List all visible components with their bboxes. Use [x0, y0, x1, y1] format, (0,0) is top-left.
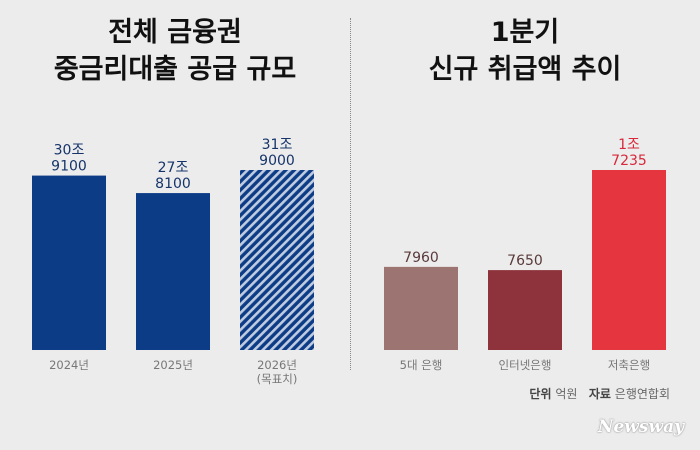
data-label-0-2-1: 9000	[259, 153, 295, 169]
data-label-1-0-0: 7960	[403, 250, 439, 266]
left-title-line-1: 전체 금융권	[108, 17, 242, 48]
unit-value: 억원	[555, 387, 578, 401]
bar-1-2	[592, 170, 666, 350]
source-key: 자료	[588, 387, 611, 401]
bar-0-0	[32, 175, 106, 350]
category-label-0-0-0: 2024년	[49, 358, 89, 372]
left-chart-title: 전체 금융권 중금리대출 공급 규모	[0, 14, 350, 88]
category-label-1-0-0: 5대 은행	[400, 358, 443, 372]
source-note: 단위 억원 자료 은행연합회	[529, 385, 670, 402]
category-label-1-1-0: 인터넷은행	[499, 358, 552, 372]
data-label-0-0-0: 30조	[54, 143, 85, 159]
data-label-0-0-1: 9100	[51, 159, 87, 175]
category-label-1-2-0: 저축은행	[608, 358, 650, 372]
right-title-line-1: 1분기	[490, 17, 560, 48]
data-label-1-2-1: 7235	[611, 153, 647, 169]
newsway-logo: Newsway	[597, 417, 684, 437]
category-label-0-2-1: (목표치)	[257, 372, 298, 386]
category-label-0-2-0: 2026년	[257, 358, 297, 372]
source-value: 은행연합회	[614, 387, 670, 401]
bar-0-1	[136, 193, 210, 350]
category-label-0-1-0: 2025년	[153, 358, 193, 372]
unit-key: 단위	[529, 387, 552, 401]
right-title-line-2: 신규 취급액 추이	[428, 54, 622, 85]
data-label-0-2-0: 31조	[262, 137, 293, 153]
data-label-0-1-1: 8100	[155, 176, 191, 192]
data-label-0-1-0: 27조	[158, 160, 189, 176]
bar-1-1	[488, 270, 562, 350]
data-label-1-2-0: 1조	[618, 137, 640, 153]
bar-0-2	[240, 170, 314, 350]
data-label-1-1-0: 7650	[507, 253, 543, 269]
left-title-line-2: 중금리대출 공급 규모	[53, 54, 297, 85]
panel-divider	[350, 18, 351, 370]
bar-1-0	[384, 266, 458, 350]
right-chart-title: 1분기 신규 취급액 추이	[350, 14, 700, 88]
